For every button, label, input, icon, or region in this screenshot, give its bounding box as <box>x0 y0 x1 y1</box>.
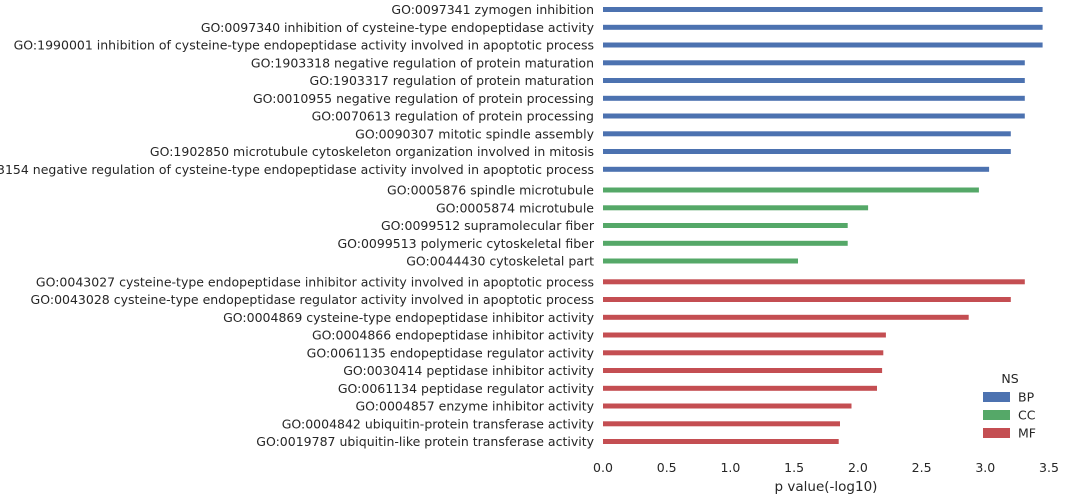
category-label: GO:0061134 peptidase regulator activity <box>338 381 595 396</box>
x-tick-label: 0.5 <box>657 460 677 475</box>
bar-mf <box>603 297 1011 302</box>
category-label: GO:0004857 enzyme inhibitor activity <box>355 399 594 414</box>
category-label: GO:0090307 mitotic spindle assembly <box>355 126 594 141</box>
bar-mf <box>603 350 884 356</box>
bar-cc <box>603 187 979 193</box>
x-axis-title: p value(-log10) <box>775 479 878 495</box>
category-label: GO:0043028 cysteine-type endopeptidase r… <box>31 292 594 307</box>
category-label: GO:0043027 cysteine-type endopeptidase i… <box>36 274 594 289</box>
x-tick-label: 3.5 <box>1039 460 1059 475</box>
category-label: GO:1990001 inhibition of cysteine-type e… <box>14 38 594 53</box>
x-tick-label: 2.0 <box>848 460 868 475</box>
bar-cc <box>603 240 848 246</box>
category-label: GO:0044430 cytoskeletal part <box>406 254 594 269</box>
x-tick-label: 3.0 <box>975 460 995 475</box>
category-label: GO:0004866 endopeptidase inhibitor activ… <box>312 328 595 343</box>
category-label: GO:1903318 negative regulation of protei… <box>251 55 594 70</box>
category-label: GO:0097340 inhibition of cysteine-type e… <box>201 20 595 35</box>
category-labels: GO:0097341 zymogen inhibition GO:0097340 … <box>0 2 595 449</box>
bar-mf <box>603 332 886 338</box>
legend-title: NS <box>1001 371 1018 386</box>
x-tick-label: 1.0 <box>720 460 740 475</box>
bar-cc <box>603 223 848 228</box>
legend-swatch-mf <box>983 428 1010 438</box>
legend-entries: BP CC MF <box>983 390 1036 441</box>
category-label: GO:0099512 supramolecular fiber <box>381 218 595 233</box>
bar-bp <box>603 24 1043 30</box>
category-label: GO:0043154 negative regulation of cystei… <box>0 162 594 177</box>
category-label: GO:0070613 regulation of protein process… <box>312 109 594 124</box>
bar-mf <box>603 439 839 444</box>
category-label: GO:1903317 regulation of protein maturat… <box>310 73 594 88</box>
bar-bp <box>603 7 1043 12</box>
x-tick-label: 0.0 <box>593 460 613 475</box>
bar-mf <box>603 368 883 373</box>
bar-bp <box>603 149 1011 154</box>
x-axis-ticks: 0.0 0.5 1.0 1.5 2.0 2.5 3.0 3.5 <box>593 460 1059 475</box>
bar-bp <box>603 113 1025 119</box>
bar-bp <box>603 131 1011 137</box>
category-label: GO:1902850 microtubule cytoskeleton orga… <box>150 144 594 159</box>
legend-label-bp: BP <box>1018 390 1035 405</box>
category-label: GO:0004869 cysteine-type endopeptidase i… <box>223 310 594 325</box>
category-label: GO:0005874 microtubule <box>436 200 594 215</box>
bar-mf <box>603 403 852 409</box>
bar-bp <box>603 78 1025 83</box>
legend-label-mf: MF <box>1018 426 1036 441</box>
category-label: GO:0019787 ubiquitin-like protein transf… <box>256 434 594 449</box>
category-label: GO:0004842 ubiquitin-protein transferase… <box>282 416 595 431</box>
bar-cc <box>603 258 798 264</box>
bar-bp <box>603 42 1043 48</box>
category-label: GO:0099513 polymeric cytoskeletal fiber <box>337 236 594 251</box>
legend-swatch-bp <box>983 392 1010 402</box>
legend: NS BP CC MF <box>983 371 1036 441</box>
bar-bp <box>603 60 1025 66</box>
category-label: GO:0097341 zymogen inhibition <box>391 2 594 17</box>
bar-mf <box>603 421 840 427</box>
category-label: GO:0005876 spindle microtubule <box>387 183 594 198</box>
bar-mf <box>603 314 969 320</box>
x-tick-label: 1.5 <box>784 460 804 475</box>
x-tick-label: 2.5 <box>912 460 932 475</box>
category-label: GO:0030414 peptidase inhibitor activity <box>343 363 594 378</box>
bar-cc <box>603 205 869 211</box>
bar-mf <box>603 279 1025 285</box>
bars-layer <box>603 7 1043 444</box>
legend-label-cc: CC <box>1018 408 1036 423</box>
legend-swatch-cc <box>983 410 1010 420</box>
category-label: GO:0061135 endopeptidase regulator activ… <box>307 345 595 360</box>
bar-bp <box>603 95 1025 101</box>
bar-mf <box>603 385 877 391</box>
bar-bp <box>603 166 990 172</box>
category-label: GO:0010955 negative regulation of protei… <box>253 91 594 106</box>
